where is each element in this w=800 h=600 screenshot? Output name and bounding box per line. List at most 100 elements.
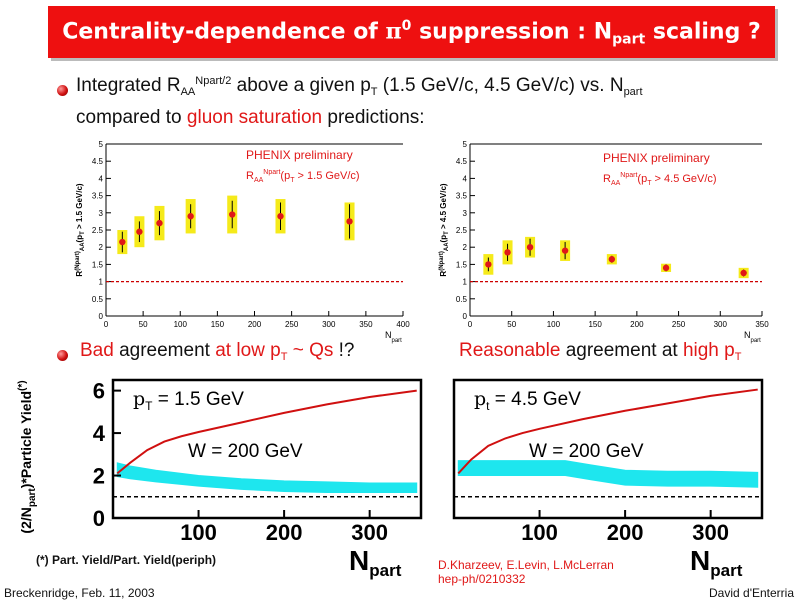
- plot-frame: [111, 378, 423, 520]
- x-tick-label: 100: [180, 520, 217, 545]
- y-axis-label: R(Npart)AA(pT > 4.5 GeV/c): [439, 183, 450, 277]
- raa-chart-high-pt: 0 50 100 150 200 250 300 350 0 0.5 1 1.5 2 2.5 3 3.5 4 4.…: [439, 140, 769, 344]
- x-tick-label: 100: [174, 320, 188, 329]
- x-tick-label: 100: [521, 520, 558, 545]
- data-point: [608, 256, 616, 263]
- footer-left: Breckenridge, Feb. 11, 2003: [4, 586, 155, 600]
- x-tick-label: 200: [607, 520, 644, 545]
- y-tick-label: 6: [93, 379, 105, 404]
- y-tick-label: 3: [463, 209, 468, 218]
- x-tick-label: 200: [248, 320, 262, 329]
- data-point: [740, 269, 747, 277]
- data-point: [662, 264, 670, 272]
- x-tick-label: 300: [714, 320, 728, 329]
- y-tick-label: 4: [99, 174, 104, 183]
- data-point: [229, 211, 236, 218]
- x-tick-label: 350: [359, 320, 373, 329]
- y-tick-label: 1.5: [92, 260, 104, 269]
- y-tick-label: 2: [99, 243, 104, 252]
- y-tick-label: 3.5: [92, 192, 104, 201]
- phenix-preliminary-label: PHENIX preliminary: [603, 151, 710, 165]
- data-point: [561, 247, 569, 254]
- saturation-chart-low-pt: 100 200 300 0 2 4 6 pT = 1.5 GeV W = 200 GeV Npar…: [17, 378, 423, 580]
- y-tick-label: 1.5: [456, 260, 468, 269]
- y-tick-label: 1: [99, 278, 104, 287]
- bullet-text-line2: compared to gluon saturation predictions…: [76, 107, 425, 128]
- bullet-text-line1: Integrated RAANpart/2 above a given pT (…: [76, 75, 643, 98]
- y-tick-label: 3.5: [456, 192, 468, 201]
- data-point: [346, 218, 353, 225]
- x-tick-label: 200: [630, 320, 644, 329]
- bullet-icon: [57, 85, 68, 96]
- bad-agreement-text: Bad agreement at low pT ~ Qs !?: [80, 340, 355, 363]
- data-band: [457, 460, 759, 488]
- data-point: [277, 213, 284, 220]
- y-tick-label: 4.5: [456, 157, 468, 166]
- pt-cut-label: RAANpart(pT > 1.5 GeV/c): [246, 169, 360, 184]
- y-tick-label: 2: [463, 243, 468, 252]
- x-tick-label: 50: [139, 320, 148, 329]
- y-tick-label: 4: [93, 421, 106, 446]
- y-tick-label: 0: [93, 506, 105, 531]
- pt-label: pT = 1.5 GeV: [133, 388, 244, 413]
- data-point: [504, 249, 511, 256]
- x-tick-label: 0: [468, 320, 473, 329]
- data-point: [136, 228, 143, 235]
- slide-title: Centrality-dependence of π0 suppression …: [62, 18, 761, 48]
- x-tick-label: 400: [396, 320, 410, 329]
- y-tick-label: 5: [463, 140, 468, 149]
- pt-cut-label: RAANpart(pT > 4.5 GeV/c): [603, 172, 717, 187]
- x-axis-label: Npart: [349, 545, 402, 580]
- data-point: [119, 238, 126, 246]
- saturation-chart-high-pt: 100 200 300 pt = 4.5 GeV W = 200 GeV Npart: [452, 378, 764, 580]
- saturation-theory-curve: [457, 388, 758, 475]
- y-tick-label: 5: [99, 140, 104, 149]
- data-point: [485, 261, 492, 268]
- data-band: [116, 462, 418, 494]
- data-point: [187, 213, 194, 220]
- footnote: (*) Part. Yield/Part. Yield(periph): [36, 553, 217, 567]
- y-tick-label: 4.5: [92, 157, 104, 166]
- y-tick-label: 0.5: [92, 295, 104, 304]
- footer-right: David d'Enterria: [709, 586, 794, 600]
- y-tick-label: 0: [99, 312, 104, 321]
- x-tick-label: 250: [285, 320, 299, 329]
- y-tick-label: 4: [463, 174, 468, 183]
- reference-authors: D.Kharzeev, E.Levin, L.McLerran: [438, 558, 614, 572]
- x-axis-label: Npart: [385, 330, 402, 344]
- x-axis-label: Npart: [690, 545, 743, 580]
- x-tick-label: 300: [322, 320, 336, 329]
- y-tick-label: 2.5: [456, 226, 468, 235]
- raa-chart-low-pt: 0 50 100 150 200 250 300 350 400 0 0.5 1 1.5 2 2.5 3 3.5…: [75, 140, 410, 344]
- energy-label: W = 200 GeV: [188, 441, 303, 462]
- reference-arxiv: hep-ph/0210332: [438, 572, 526, 586]
- y-tick-label: 2.5: [92, 226, 104, 235]
- x-tick-label: 300: [351, 520, 388, 545]
- y-tick-label: 1: [463, 278, 468, 287]
- y-tick-label: 0.5: [456, 295, 468, 304]
- reasonable-agreement-text: Reasonable agreement at high pT: [459, 340, 742, 363]
- phenix-preliminary-label: PHENIX preliminary: [246, 148, 353, 162]
- y-tick-label: 0: [463, 312, 468, 321]
- y-tick-label: 2: [93, 464, 105, 489]
- pt-label: pt = 4.5 GeV: [474, 388, 581, 413]
- y-axis-label: (2/Npart)*Particle Yield(*): [17, 380, 38, 533]
- x-tick-label: 200: [266, 520, 303, 545]
- plot-frame: [452, 378, 764, 520]
- y-tick-label: 3: [99, 209, 104, 218]
- saturation-theory-curve: [116, 389, 417, 475]
- x-tick-label: 150: [211, 320, 225, 329]
- data-point: [156, 219, 163, 227]
- x-tick-label: 100: [547, 320, 561, 329]
- data-point: [526, 244, 534, 251]
- y-axis-label: R(Npart)AA(pT > 1.5 GeV/c): [75, 183, 86, 277]
- x-tick-label: 50: [507, 320, 516, 329]
- x-tick-label: 300: [692, 520, 729, 545]
- energy-label: W = 200 GeV: [529, 441, 644, 462]
- bullet-icon: [57, 350, 68, 361]
- x-axis-label: Npart: [744, 330, 761, 344]
- x-tick-label: 150: [588, 320, 602, 329]
- title-bar: Centrality-dependence of π0 suppression …: [48, 6, 775, 58]
- x-tick-label: 350: [755, 320, 769, 329]
- x-tick-label: 250: [672, 320, 686, 329]
